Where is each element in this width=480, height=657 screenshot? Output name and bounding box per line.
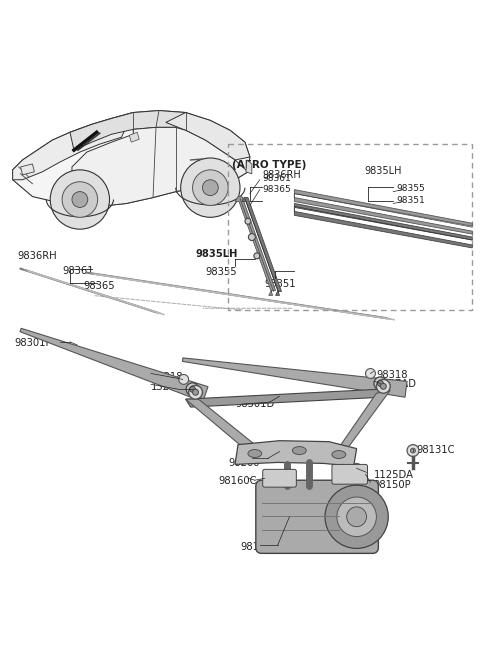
Ellipse shape	[292, 447, 306, 455]
Circle shape	[72, 192, 88, 208]
Polygon shape	[246, 160, 252, 174]
Polygon shape	[186, 399, 260, 451]
Text: 98355: 98355	[396, 184, 425, 193]
Text: 98365: 98365	[84, 281, 116, 290]
Circle shape	[180, 158, 240, 217]
Circle shape	[192, 170, 228, 206]
Circle shape	[407, 445, 419, 457]
FancyBboxPatch shape	[256, 480, 378, 553]
Circle shape	[377, 380, 384, 386]
Polygon shape	[337, 390, 390, 451]
Text: 98200: 98200	[228, 459, 260, 468]
Text: 98131C: 98131C	[416, 445, 455, 455]
Text: 1327AD: 1327AD	[151, 382, 191, 392]
Ellipse shape	[332, 451, 346, 459]
Polygon shape	[235, 441, 357, 466]
Circle shape	[179, 374, 189, 384]
Text: 9835LH: 9835LH	[195, 249, 238, 259]
Circle shape	[352, 463, 361, 473]
Text: 98318: 98318	[376, 369, 408, 380]
Text: 98351: 98351	[396, 196, 425, 204]
Circle shape	[203, 180, 218, 196]
FancyBboxPatch shape	[263, 469, 296, 487]
Text: 9836RH: 9836RH	[263, 170, 301, 180]
Text: 1125DA: 1125DA	[373, 470, 413, 480]
Text: 98365: 98365	[263, 185, 291, 194]
Ellipse shape	[248, 449, 262, 457]
Circle shape	[366, 369, 375, 378]
Text: 98318: 98318	[151, 373, 182, 382]
Text: 98351: 98351	[264, 279, 296, 288]
Circle shape	[337, 497, 376, 537]
Polygon shape	[72, 127, 248, 206]
Circle shape	[249, 234, 255, 240]
Circle shape	[192, 390, 199, 396]
Text: 9835LH: 9835LH	[364, 166, 402, 176]
Polygon shape	[12, 110, 250, 206]
Bar	[228, 144, 472, 310]
Text: 98100: 98100	[240, 543, 272, 553]
Circle shape	[189, 386, 203, 399]
Circle shape	[254, 253, 260, 259]
Circle shape	[325, 485, 388, 549]
Text: 98355: 98355	[205, 267, 237, 277]
Text: 98150P: 98150P	[373, 480, 411, 490]
Polygon shape	[20, 328, 208, 402]
Circle shape	[380, 383, 386, 390]
Polygon shape	[186, 390, 383, 407]
Circle shape	[62, 182, 97, 217]
Circle shape	[245, 218, 251, 224]
Text: 98361: 98361	[263, 174, 291, 183]
Polygon shape	[21, 164, 35, 175]
Circle shape	[410, 448, 416, 453]
Polygon shape	[294, 204, 472, 248]
Polygon shape	[294, 190, 472, 234]
Polygon shape	[166, 112, 250, 160]
Circle shape	[50, 170, 109, 229]
Polygon shape	[129, 132, 139, 142]
Circle shape	[190, 386, 195, 392]
Circle shape	[376, 379, 390, 394]
FancyBboxPatch shape	[332, 464, 368, 484]
Text: 98361: 98361	[62, 265, 94, 276]
Circle shape	[347, 507, 367, 527]
Circle shape	[374, 377, 387, 390]
Polygon shape	[182, 358, 407, 397]
Circle shape	[186, 383, 199, 396]
Text: 98301D: 98301D	[235, 399, 274, 409]
Text: 98160C: 98160C	[218, 476, 257, 486]
Text: (AERO TYPE): (AERO TYPE)	[232, 160, 306, 170]
Text: 9836RH: 9836RH	[18, 251, 57, 261]
Polygon shape	[70, 110, 186, 150]
Polygon shape	[235, 196, 276, 296]
Text: 1327AD: 1327AD	[376, 379, 417, 390]
Polygon shape	[242, 198, 281, 296]
Text: 98301P: 98301P	[14, 338, 52, 348]
Polygon shape	[12, 112, 133, 180]
